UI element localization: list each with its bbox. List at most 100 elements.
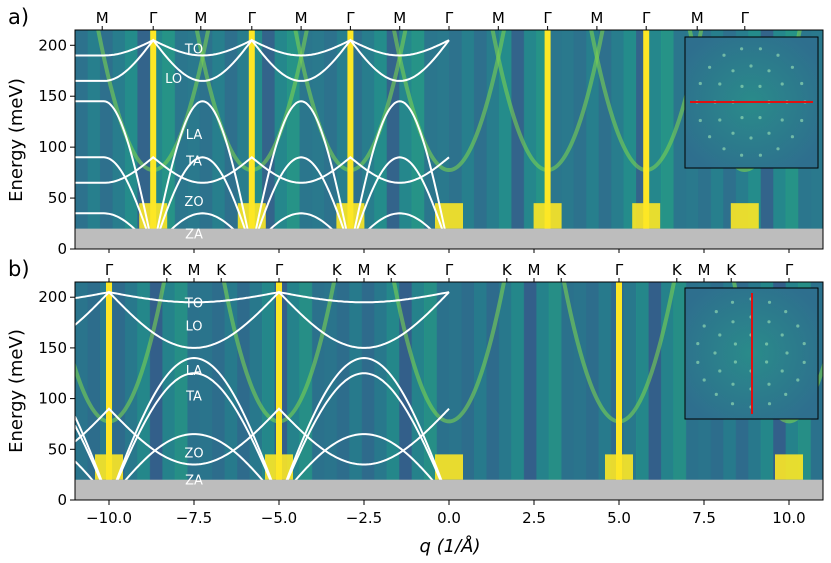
y-tick-label: 150 — [38, 87, 67, 105]
heatmap-column — [124, 282, 138, 500]
diffraction-spot — [749, 64, 753, 68]
heatmap-column — [573, 30, 587, 249]
dispersion-branch-ta — [75, 156, 450, 249]
heatmap-column — [660, 282, 674, 500]
symmetry-label: K — [726, 261, 737, 279]
symmetry-label: Γ — [543, 9, 552, 27]
dispersion-branch-la — [75, 356, 450, 500]
bright-line — [106, 282, 112, 500]
heatmap-column — [75, 30, 88, 249]
diffraction-spot — [714, 310, 718, 314]
diffraction-spot — [800, 81, 804, 86]
heatmap-column — [598, 282, 612, 500]
heatmap-column — [461, 282, 475, 500]
heatmap-column — [87, 282, 101, 500]
diffraction-spot — [708, 65, 712, 69]
heatmap-column — [199, 282, 213, 500]
symmetry-label: M — [393, 9, 406, 27]
y-tick-label: 50 — [48, 440, 67, 458]
heatmap-column — [349, 282, 363, 500]
diffraction-spot — [758, 116, 762, 120]
diffraction-spot — [767, 300, 772, 304]
symmetry-label: M — [590, 9, 603, 27]
heatmap-column — [174, 30, 188, 249]
heatmap-column — [386, 30, 400, 249]
diffraction-spot — [796, 378, 800, 382]
bright-line — [544, 30, 551, 249]
band-label-zo: ZO — [184, 195, 203, 210]
diffraction-spot — [733, 342, 738, 346]
diffraction-spot — [702, 378, 706, 382]
y-tick-label: 0 — [57, 240, 67, 258]
bright-line — [643, 30, 650, 249]
diffraction-spot — [796, 324, 800, 328]
heatmap-column — [511, 30, 525, 249]
symmetry-label: K — [386, 261, 397, 279]
symmetry-label: Γ — [445, 9, 454, 27]
x-tick-label: −10.0 — [86, 509, 132, 527]
diffraction-spot — [698, 81, 702, 86]
bright-line — [347, 30, 354, 249]
heatmap-column — [673, 30, 687, 249]
diffraction-spot — [767, 382, 771, 386]
heatmap-column — [486, 30, 500, 249]
heatmap-column — [673, 282, 687, 500]
diffraction-spot — [702, 324, 706, 328]
y-tick-label: 200 — [38, 288, 67, 306]
heatmap-column — [212, 30, 226, 249]
symmetry-label: M — [194, 9, 207, 27]
symmetry-label: Γ — [785, 261, 794, 279]
diffraction-spot — [718, 118, 722, 122]
intensity-peak — [730, 203, 759, 229]
y-tick-label: 50 — [48, 189, 67, 207]
heatmap-column — [336, 30, 350, 249]
heatmap-column — [361, 282, 375, 500]
band-label-ta: TA — [185, 154, 202, 169]
symmetry-label: Γ — [275, 261, 284, 279]
heatmap-column — [112, 282, 126, 500]
x-tick-label: −2.5 — [346, 509, 382, 527]
diffraction-spot — [722, 53, 726, 57]
heatmap-column — [374, 282, 388, 500]
heatmap-column — [561, 30, 575, 249]
heatmap-column — [436, 30, 450, 249]
diffraction-spot — [731, 320, 735, 324]
heatmap-column — [262, 282, 275, 500]
heatmap-column — [498, 30, 512, 249]
band-label-ta: TA — [185, 390, 202, 405]
heatmap-column — [461, 30, 475, 249]
panel-a-inset — [684, 36, 819, 169]
diffraction-spot — [714, 392, 718, 396]
panel-a-bright-lines — [150, 30, 650, 249]
band-label-za: ZA — [185, 228, 203, 243]
diffraction-spot — [780, 82, 784, 86]
diffraction-spot — [785, 351, 789, 355]
x-tick-label: 5.0 — [607, 509, 631, 527]
heatmap-column — [598, 30, 612, 249]
symmetry-label: Γ — [741, 9, 750, 27]
symmetry-label: K — [672, 261, 683, 279]
heatmap-column — [162, 282, 176, 500]
diffraction-spot — [708, 135, 712, 139]
heatmap-column — [561, 282, 575, 500]
diffraction-spot — [740, 116, 744, 120]
heatmap-column — [498, 282, 512, 500]
dispersion-branch-zo — [75, 156, 450, 184]
heatmap-column — [660, 30, 674, 249]
panel-b-inset-diffraction — [696, 297, 806, 409]
heatmap-column — [411, 282, 425, 500]
symmetry-label: M — [528, 261, 541, 279]
band-label-lo: LO — [165, 72, 182, 87]
dispersion-branch-zo — [75, 407, 450, 466]
diffraction-spot — [749, 136, 753, 140]
diffraction-spot — [730, 300, 735, 304]
y-tick-label: 200 — [38, 36, 67, 54]
symmetry-label: Γ — [445, 261, 454, 279]
panel-b-band-labels: TO LO LA TA ZO ZA — [184, 296, 204, 488]
band-label-to: TO — [184, 296, 203, 311]
band-label-la: LA — [186, 128, 203, 143]
panel-b-dispersion — [75, 290, 450, 500]
